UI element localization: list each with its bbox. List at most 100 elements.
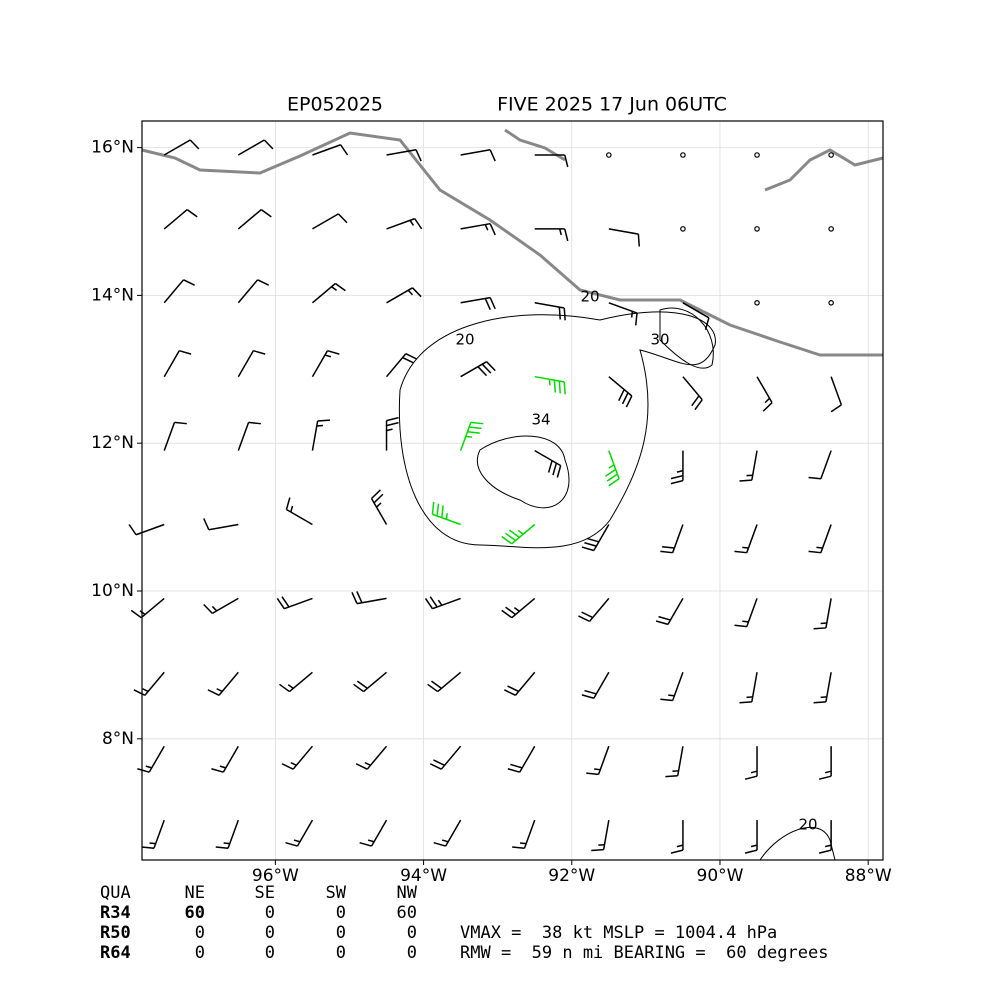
barb-feather	[584, 542, 597, 547]
barb-half-feather	[824, 770, 832, 774]
wind-barb	[285, 819, 314, 847]
barb-feather	[670, 479, 684, 485]
wind-barb	[163, 209, 198, 230]
barb-feather	[618, 389, 625, 401]
barb-feather	[670, 849, 684, 854]
wind-barb	[608, 228, 640, 247]
barb-feather	[429, 596, 438, 608]
barb-half-feather	[293, 839, 301, 843]
barb-feather	[581, 694, 595, 699]
barb-feather	[355, 763, 368, 770]
barb-feather	[402, 356, 415, 364]
calm-mark	[828, 299, 834, 306]
x-tick-label: 94°W	[400, 866, 447, 886]
barb-feather	[207, 689, 220, 696]
wind-barb	[459, 421, 484, 451]
barb-half-feather	[630, 311, 634, 318]
barb-half-feather	[441, 839, 449, 843]
barb-feather	[558, 380, 561, 394]
barb-feather	[655, 620, 669, 626]
wind-barb	[433, 819, 462, 847]
barb-feather	[257, 279, 270, 286]
barb-feather	[507, 685, 519, 693]
wind-barb	[460, 222, 496, 236]
table-header: SW	[326, 883, 347, 903]
barb-feather	[501, 535, 513, 545]
barb-half-feather	[409, 219, 415, 226]
barb-feather	[586, 537, 600, 543]
barb-feather	[637, 234, 640, 247]
wind-barb	[311, 419, 331, 451]
wind-barb	[830, 376, 843, 413]
barb-staff	[608, 302, 638, 314]
table-cell: 0	[336, 923, 346, 943]
calm-mark	[828, 226, 834, 232]
wind-barb	[534, 375, 566, 395]
calm-mark	[680, 152, 686, 158]
barb-feather	[553, 380, 557, 393]
wind-barb	[460, 361, 496, 378]
y-tick-label: 10°N	[91, 581, 134, 601]
barb-half-feather	[517, 529, 524, 535]
wind-barb	[424, 596, 461, 610]
contour-label: 34	[531, 411, 550, 429]
barb-feather	[285, 497, 291, 510]
wind-barb	[163, 139, 200, 156]
wind-barb	[163, 421, 187, 451]
wind-barb	[605, 450, 620, 487]
contour-label: 20	[455, 331, 474, 349]
wind-barb	[215, 819, 240, 850]
table-cell: 60	[397, 903, 417, 923]
barb-feather	[179, 349, 192, 355]
calm-mark	[680, 226, 686, 232]
wind-barb	[828, 226, 834, 232]
table-header: NW	[397, 883, 418, 903]
barb-feather	[484, 298, 491, 311]
barb-feather	[813, 701, 826, 704]
contour-line	[659, 307, 714, 369]
barb-half-feather	[676, 844, 684, 848]
barb-staff	[237, 139, 265, 156]
plot-frame	[141, 120, 884, 861]
wind-barb	[460, 149, 496, 162]
barb-half-feather	[559, 228, 562, 236]
barb-staff	[237, 350, 254, 378]
wind-barb	[578, 597, 610, 623]
wind-barb	[734, 524, 758, 554]
wind-barb	[385, 353, 418, 378]
barb-half-feather	[219, 765, 227, 769]
wind-barb	[754, 299, 760, 306]
barb-feather	[734, 550, 747, 554]
barb-feather	[739, 701, 752, 704]
barb-feather	[739, 479, 752, 482]
barb-feather	[411, 287, 422, 298]
barb-half-feather	[142, 688, 149, 693]
barb-feather	[691, 395, 700, 407]
barb-feather	[586, 772, 599, 776]
barb-feather	[606, 473, 618, 482]
barb-feather	[263, 139, 274, 150]
wind-barb	[591, 819, 610, 852]
wind-barb	[281, 745, 314, 770]
barb-feather	[660, 698, 673, 702]
wind-barb	[581, 671, 610, 699]
wind-barb	[278, 671, 313, 693]
barb-staff	[830, 376, 843, 406]
wind-barb	[670, 820, 684, 854]
title-right: FIVE 2025 17 Jun 06UTC	[497, 94, 727, 116]
wind-barb	[237, 279, 270, 304]
barb-half-feather	[750, 844, 758, 848]
contour-label: 30	[650, 331, 669, 349]
barb-staff	[682, 376, 703, 401]
calm-mark	[754, 299, 760, 306]
x-tick-label: 88°W	[845, 866, 892, 886]
barb-feather	[215, 846, 229, 850]
barb-feather	[203, 603, 213, 614]
wind-barb	[507, 745, 536, 773]
barb-half-feather	[668, 694, 675, 697]
barb-feather	[489, 223, 496, 236]
wind-barb	[606, 152, 612, 158]
coastline-island	[504, 128, 566, 162]
barb-feather	[512, 846, 525, 850]
barb-half-feather	[386, 428, 393, 432]
